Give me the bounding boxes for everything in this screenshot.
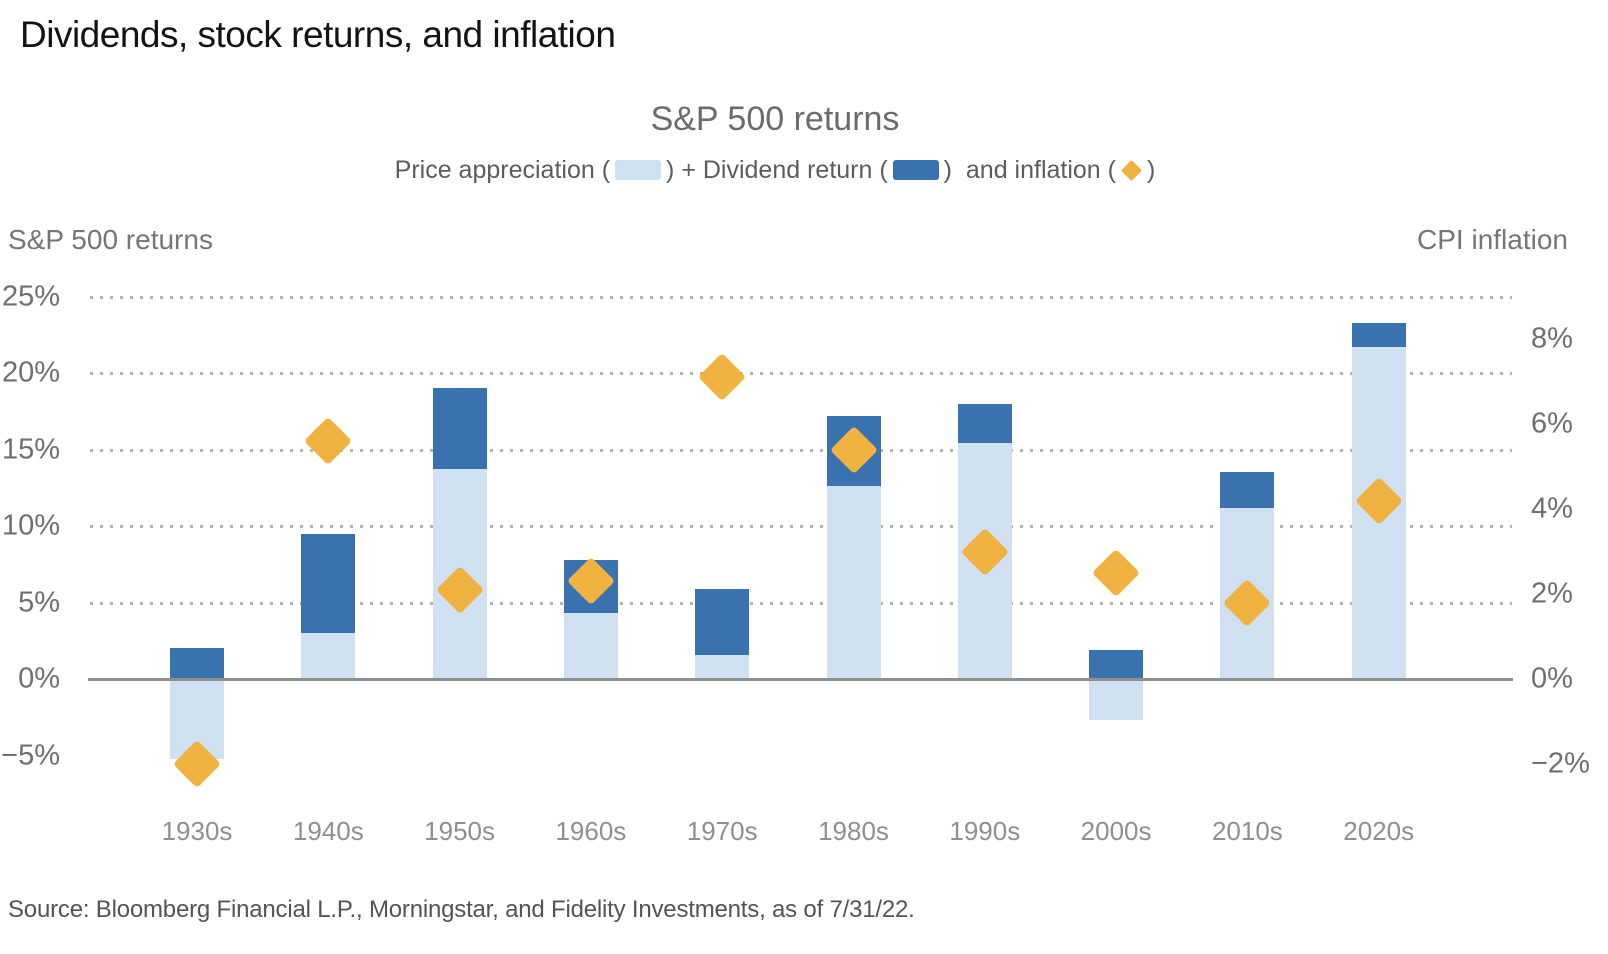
dividend-return-bar (1220, 472, 1275, 508)
gridline (90, 525, 1512, 528)
y-axis-tick-label: 0% (18, 662, 60, 695)
right-axis-tick-label: 4% (1531, 492, 1573, 525)
x-axis-category-label: 2020s (1343, 816, 1415, 846)
gridline (90, 295, 1512, 299)
y-axis-tick-label: 5% (18, 586, 60, 618)
price-appreciation-swatch-icon (615, 160, 662, 180)
chart-legend: Price appreciation ( ) + Dividend return… (275, 154, 1275, 186)
x-axis-category-label: 1940s (292, 816, 364, 846)
right-axis-tick-label: 8% (1531, 322, 1573, 355)
source-note: Source: Bloomberg Financial L.P., Mornin… (8, 896, 915, 923)
legend-label-price: Price appreciation ( (394, 155, 611, 184)
page-title: Dividends, stock returns, and inflation (20, 14, 616, 55)
dividend-return-swatch-icon (892, 160, 939, 180)
zero-axis-line (88, 678, 1513, 681)
y-axis-tick-label: −5% (1, 739, 60, 771)
price-appreciation-bar (563, 613, 618, 679)
x-axis-category-label: 1990s (949, 816, 1021, 846)
x-axis-category-label: 1980s (818, 816, 889, 846)
y-axis-tick-label: 20% (1, 356, 60, 389)
gridline (90, 372, 1512, 375)
price-appreciation-bar (826, 486, 881, 679)
x-axis-category-label: 1930s (161, 816, 233, 846)
gridline (90, 448, 1512, 452)
x-axis-category-label: 1960s (555, 816, 627, 846)
right-axis-tick-label: 2% (1531, 577, 1573, 610)
legend-label-close: ) (1147, 155, 1156, 184)
inflation-diamond-icon (698, 353, 747, 402)
right-axis-tick-label: −2% (1531, 747, 1590, 780)
price-appreciation-bar (301, 633, 356, 679)
x-axis-category-label: 2010s (1211, 816, 1283, 846)
inflation-diamond-icon (1120, 159, 1143, 181)
dividend-return-bar (1351, 322, 1406, 347)
x-axis-category-label: 2000s (1080, 816, 1152, 846)
price-appreciation-bar (1089, 679, 1144, 721)
right-axis-tick-label: 6% (1531, 407, 1573, 440)
right-axis-tick-label: 0% (1531, 662, 1573, 695)
dividend-return-bar (1089, 649, 1144, 679)
y-axis-tick-label: 15% (1, 433, 60, 465)
y-axis-tick-label: 10% (1, 509, 60, 542)
chart-title: S&P 500 returns (650, 100, 900, 138)
left-axis-title: S&P 500 returns (8, 224, 213, 255)
dividend-return-bar (957, 403, 1012, 444)
x-axis-category-label: 1950s (424, 816, 496, 846)
inflation-diamond-icon (304, 416, 353, 466)
dividend-return-bar (695, 588, 750, 655)
inflation-diamond-icon (1092, 548, 1141, 597)
legend-label-inflation: ) and inflation ( (943, 155, 1116, 184)
dividend-return-bar (301, 533, 356, 634)
right-axis-title: CPI inflation (1417, 224, 1568, 255)
price-appreciation-bar (695, 654, 750, 679)
y-axis-tick-label: 25% (1, 280, 60, 312)
x-axis-category-label: 1970s (686, 816, 758, 846)
dividend-return-bar (170, 648, 224, 679)
dividend-return-bar (432, 388, 487, 470)
legend-label-dividend: ) + Dividend return ( (666, 155, 888, 184)
gridline (90, 601, 1512, 605)
